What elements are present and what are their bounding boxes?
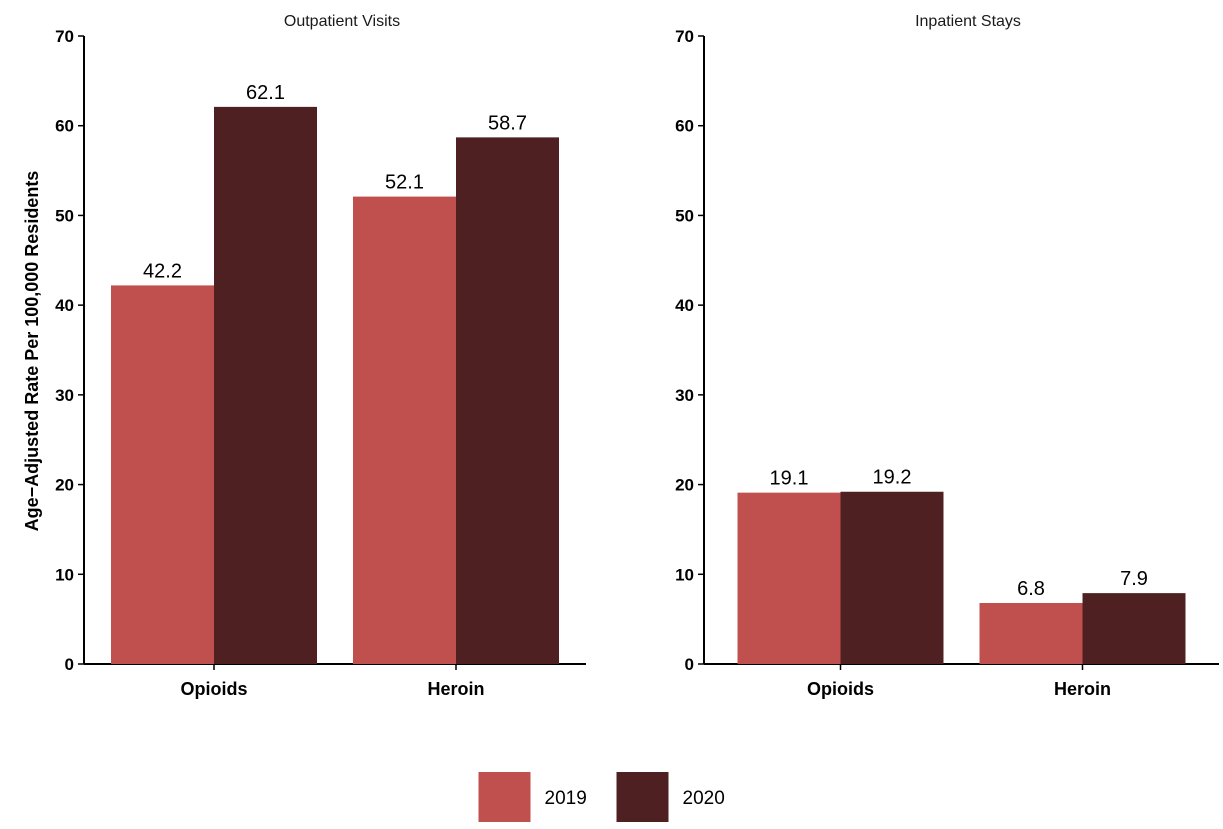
x-tick-label: Opioids xyxy=(807,679,874,699)
data-label: 7.9 xyxy=(1120,568,1148,590)
x-tick-label: Heroin xyxy=(427,679,484,699)
legend-entry-2019: 2019 xyxy=(478,772,587,822)
data-label: 19.1 xyxy=(770,468,809,490)
data-label: 42.2 xyxy=(143,260,182,282)
legend-entry-2020: 2020 xyxy=(616,772,725,822)
bar-2019-heroin xyxy=(353,196,456,665)
y-tick-label: 40 xyxy=(675,296,694,315)
bar-2019-opioids xyxy=(111,285,214,664)
y-tick-label: 50 xyxy=(675,206,694,225)
data-label: 19.2 xyxy=(873,467,912,489)
y-tick-label: 0 xyxy=(65,655,74,674)
bar-2019-heroin xyxy=(979,602,1083,664)
chart-panels: Outpatient Visits 0 10 20 30 40 50 60 70 Opioids 4… xyxy=(55,13,1219,699)
panel-0: Outpatient Visits 0 10 20 30 40 50 60 70 Opioids 4… xyxy=(55,13,586,699)
data-label: 6.8 xyxy=(1017,578,1045,600)
y-tick-label: 30 xyxy=(675,386,694,405)
bar-2019-opioids xyxy=(737,492,841,664)
x-tick-label: Heroin xyxy=(1054,679,1111,699)
y-tick-label: 50 xyxy=(55,206,74,225)
y-tick-label: 70 xyxy=(55,27,74,46)
bar-2020-opioids xyxy=(840,491,944,664)
y-tick-label: 10 xyxy=(55,565,74,584)
legend-swatch xyxy=(478,772,531,822)
y-tick-label: 10 xyxy=(675,565,694,584)
y-tick-label: 40 xyxy=(55,296,74,315)
bar-2020-opioids xyxy=(214,106,317,665)
y-tick-label: 30 xyxy=(55,386,74,405)
y-tick-label: 60 xyxy=(55,117,74,136)
data-label: 62.1 xyxy=(246,82,285,104)
legend-label: 2020 xyxy=(683,788,725,809)
x-tick-label: Opioids xyxy=(181,679,248,699)
panel-title: Inpatient Stays xyxy=(915,13,1021,30)
bar-2020-heroin xyxy=(1082,593,1186,664)
y-tick-label: 20 xyxy=(55,476,74,495)
legend-swatch xyxy=(616,772,669,822)
y-tick-label: 20 xyxy=(675,476,694,495)
panel-1: Inpatient Stays 0 10 20 30 40 50 60 70 Opioids 19.… xyxy=(675,13,1219,699)
y-tick-label: 0 xyxy=(685,655,694,674)
data-label: 58.7 xyxy=(488,112,527,134)
legend-label: 2019 xyxy=(545,788,587,809)
data-label: 52.1 xyxy=(385,172,424,194)
panel-title: Outpatient Visits xyxy=(284,13,400,30)
y-tick-label: 70 xyxy=(675,27,694,46)
y-axis-label: Age−Adjusted Rate Per 100,000 Residents xyxy=(22,171,42,532)
bar-2020-heroin xyxy=(456,137,559,664)
legend: 2019 2020 xyxy=(478,772,725,822)
y-tick-label: 60 xyxy=(675,117,694,136)
